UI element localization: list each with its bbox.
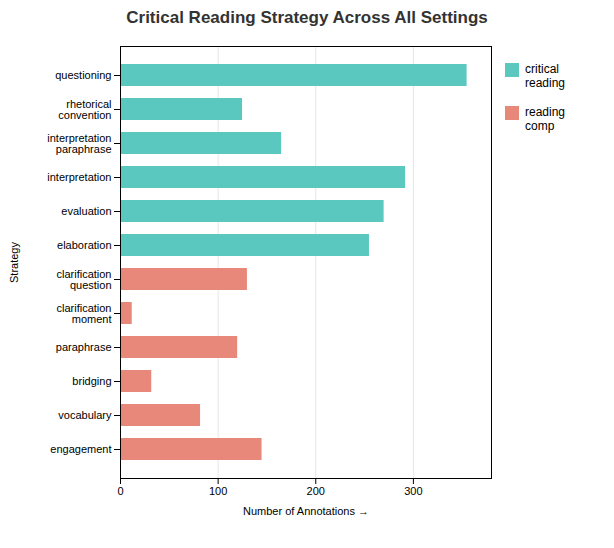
svg-text:0: 0 xyxy=(117,485,123,497)
svg-text:Number of Annotations →: Number of Annotations → xyxy=(243,505,369,517)
svg-text:clarificationquestion: clarificationquestion xyxy=(56,268,111,291)
svg-text:interpretation: interpretation xyxy=(47,171,111,183)
svg-text:questioning: questioning xyxy=(55,69,111,81)
svg-text:rhetoricalconvention: rhetoricalconvention xyxy=(58,98,111,121)
svg-text:engagement: engagement xyxy=(50,443,111,455)
html-text:critical reading: critical reading xyxy=(525,62,565,91)
html-text:reading comp: reading comp xyxy=(525,104,565,134)
svg-text:bridging: bridging xyxy=(72,375,111,387)
svg-text:Strategy: Strategy xyxy=(8,242,20,283)
svg-text:100: 100 xyxy=(209,485,227,497)
svg-text:clarificationmoment: clarificationmoment xyxy=(56,302,111,325)
svg-text:elaboration: elaboration xyxy=(57,239,111,251)
svg-text:vocabulary: vocabulary xyxy=(58,409,112,421)
svg-text:paraphrase: paraphrase xyxy=(56,341,112,353)
svg-text:interpretationparaphrase: interpretationparaphrase xyxy=(47,132,111,155)
svg-text:200: 200 xyxy=(307,485,325,497)
svg-text:300: 300 xyxy=(404,485,422,497)
svg-text:evaluation: evaluation xyxy=(61,205,111,217)
html-text:Critical Reading Strategy Acro: Critical Reading Strategy Across All Set… xyxy=(126,8,488,27)
